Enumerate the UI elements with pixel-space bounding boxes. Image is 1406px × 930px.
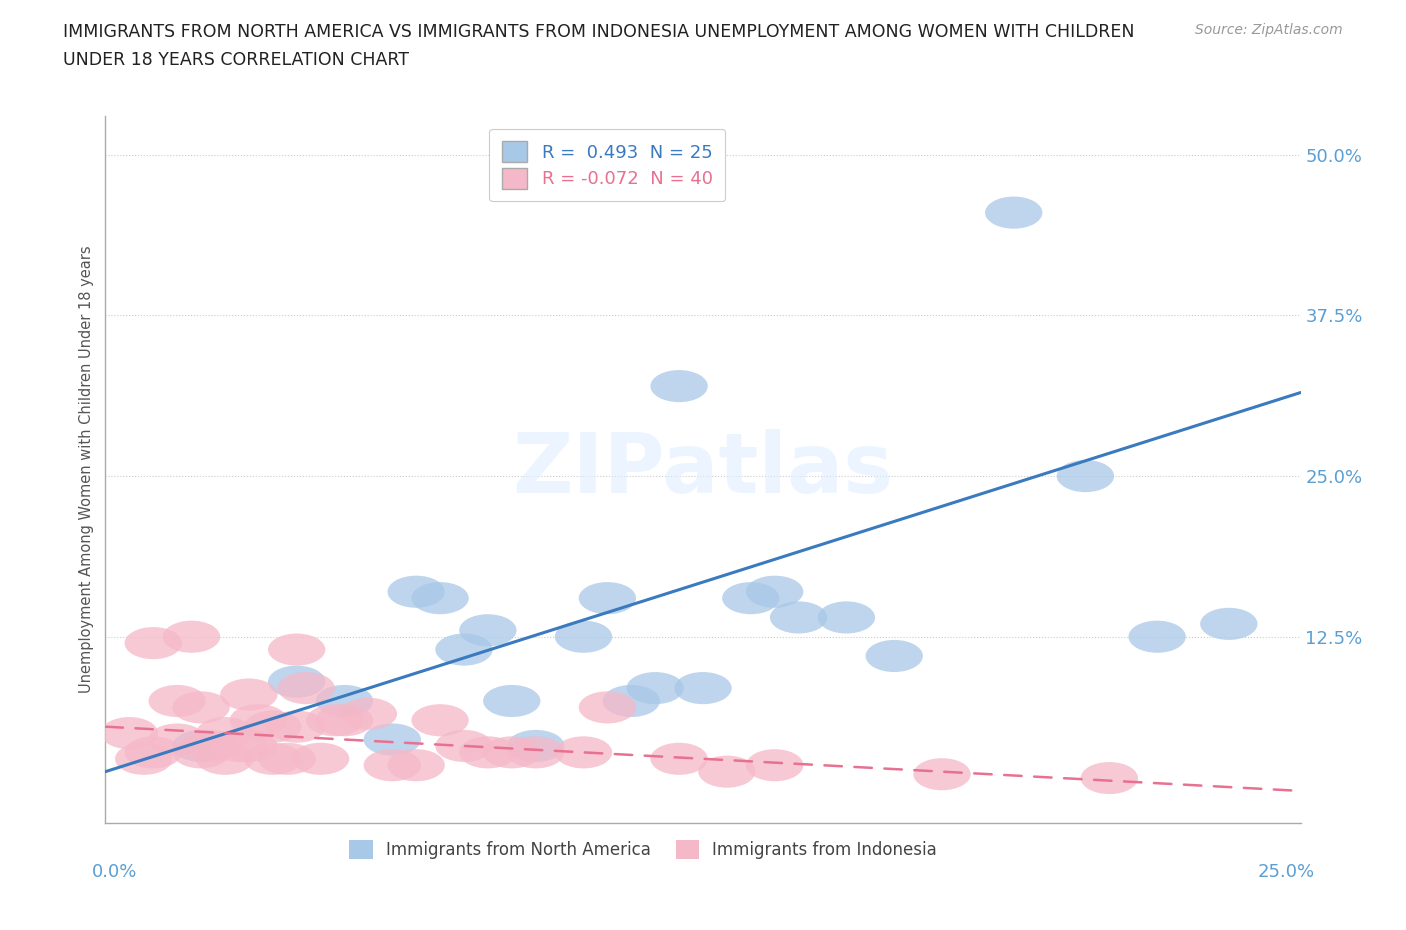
Ellipse shape	[866, 640, 922, 672]
Ellipse shape	[197, 743, 253, 775]
Ellipse shape	[651, 743, 707, 775]
Ellipse shape	[173, 737, 229, 768]
Ellipse shape	[555, 737, 612, 768]
Ellipse shape	[914, 758, 970, 790]
Ellipse shape	[149, 724, 205, 755]
Ellipse shape	[603, 684, 659, 717]
Ellipse shape	[163, 620, 221, 653]
Text: Source: ZipAtlas.com: Source: ZipAtlas.com	[1195, 23, 1343, 37]
Ellipse shape	[436, 633, 492, 666]
Ellipse shape	[245, 743, 301, 775]
Ellipse shape	[115, 743, 173, 775]
Ellipse shape	[699, 755, 755, 788]
Ellipse shape	[1081, 762, 1137, 794]
Ellipse shape	[484, 684, 540, 717]
Ellipse shape	[412, 582, 468, 614]
Ellipse shape	[1129, 620, 1185, 653]
Ellipse shape	[173, 730, 229, 762]
Ellipse shape	[388, 576, 444, 608]
Ellipse shape	[125, 737, 181, 768]
Ellipse shape	[269, 633, 325, 666]
Ellipse shape	[125, 627, 181, 659]
Ellipse shape	[651, 370, 707, 402]
Ellipse shape	[364, 750, 420, 781]
Text: 25.0%: 25.0%	[1257, 863, 1315, 881]
Ellipse shape	[484, 737, 540, 768]
Ellipse shape	[388, 750, 444, 781]
Ellipse shape	[723, 582, 779, 614]
Ellipse shape	[149, 684, 205, 717]
Ellipse shape	[316, 684, 373, 717]
Ellipse shape	[460, 614, 516, 646]
Text: UNDER 18 YEARS CORRELATION CHART: UNDER 18 YEARS CORRELATION CHART	[63, 51, 409, 69]
Ellipse shape	[364, 724, 420, 755]
Text: ZIPatlas: ZIPatlas	[513, 429, 893, 511]
Ellipse shape	[627, 672, 683, 704]
Ellipse shape	[101, 717, 157, 750]
Ellipse shape	[1057, 460, 1114, 492]
Ellipse shape	[259, 743, 316, 775]
Y-axis label: Unemployment Among Women with Children Under 18 years: Unemployment Among Women with Children U…	[79, 246, 94, 694]
Ellipse shape	[460, 737, 516, 768]
Ellipse shape	[747, 750, 803, 781]
Text: IMMIGRANTS FROM NORTH AMERICA VS IMMIGRANTS FROM INDONESIA UNEMPLOYMENT AMONG WO: IMMIGRANTS FROM NORTH AMERICA VS IMMIGRA…	[63, 23, 1135, 41]
Ellipse shape	[173, 691, 229, 724]
Ellipse shape	[579, 691, 636, 724]
Ellipse shape	[181, 730, 239, 762]
Ellipse shape	[508, 730, 564, 762]
Ellipse shape	[245, 711, 301, 743]
Ellipse shape	[316, 704, 373, 737]
Ellipse shape	[436, 730, 492, 762]
Ellipse shape	[340, 698, 396, 730]
Ellipse shape	[579, 582, 636, 614]
Ellipse shape	[292, 743, 349, 775]
Ellipse shape	[307, 704, 364, 737]
Legend: Immigrants from North America, Immigrants from Indonesia: Immigrants from North America, Immigrant…	[340, 831, 946, 868]
Ellipse shape	[675, 672, 731, 704]
Ellipse shape	[269, 666, 325, 698]
Ellipse shape	[221, 730, 277, 762]
Ellipse shape	[277, 672, 335, 704]
Ellipse shape	[818, 602, 875, 633]
Ellipse shape	[986, 196, 1042, 229]
Ellipse shape	[555, 620, 612, 653]
Ellipse shape	[269, 711, 325, 743]
Ellipse shape	[412, 704, 468, 737]
Ellipse shape	[770, 602, 827, 633]
Ellipse shape	[1201, 608, 1257, 640]
Ellipse shape	[221, 679, 277, 711]
Ellipse shape	[508, 737, 564, 768]
Ellipse shape	[229, 704, 287, 737]
Ellipse shape	[211, 730, 269, 762]
Ellipse shape	[197, 717, 253, 750]
Ellipse shape	[747, 576, 803, 608]
Text: 0.0%: 0.0%	[91, 863, 136, 881]
